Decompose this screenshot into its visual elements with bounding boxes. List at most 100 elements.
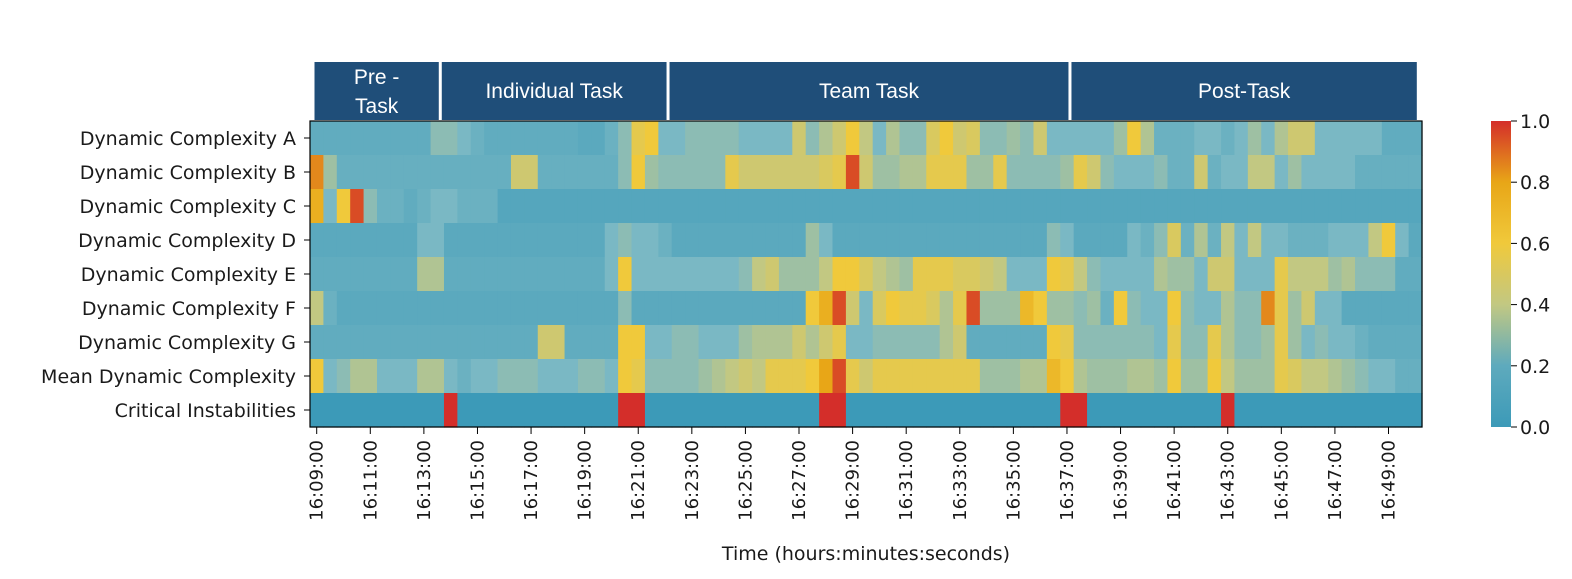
heatmap-cell (524, 121, 539, 156)
heatmap-cell (859, 189, 874, 224)
heatmap-cell (711, 189, 726, 224)
heatmap-cell (886, 325, 901, 360)
heatmap-cell (336, 189, 351, 224)
heatmap-cell (551, 121, 566, 156)
heatmap-cell (1060, 393, 1075, 428)
heatmap-cell (1060, 121, 1075, 156)
heatmap-cell (470, 121, 485, 156)
heatmap-cell (376, 393, 391, 428)
heatmap-cell (953, 359, 968, 394)
x-tick-label: 16:41:00 (1164, 440, 1185, 521)
heatmap-cell (1194, 257, 1209, 292)
heatmap-cell (1194, 223, 1209, 258)
heatmap-cell (430, 189, 445, 224)
heatmap-cell (524, 189, 539, 224)
heatmap-cell (577, 223, 592, 258)
heatmap-cell (832, 325, 847, 360)
heatmap-cell (577, 257, 592, 292)
heatmap-cell (1368, 155, 1383, 190)
heatmap-cell (403, 257, 418, 292)
heatmap-cell (390, 223, 405, 258)
heatmap-cell (765, 223, 780, 258)
heatmap-cell (765, 155, 780, 190)
heatmap-cell (1020, 155, 1035, 190)
heatmap-cell (430, 291, 445, 326)
heatmap-cell (1006, 257, 1021, 292)
heatmap-cell (1020, 325, 1035, 360)
heatmap-cell (604, 189, 619, 224)
heatmap-cell (537, 359, 552, 394)
row-label: Dynamic Complexity C (80, 196, 296, 218)
heatmap-cell (966, 155, 981, 190)
heatmap-cell (1261, 291, 1276, 326)
heatmap-cell (430, 121, 445, 156)
heatmap-cell (363, 291, 378, 326)
heatmap-cell (778, 155, 793, 190)
heatmap-cell (1073, 359, 1088, 394)
heatmap-cell (417, 291, 432, 326)
heatmap-cell (725, 121, 740, 156)
heatmap-cell (698, 325, 713, 360)
heatmap-cell (698, 189, 713, 224)
heatmap-cell (1033, 223, 1048, 258)
heatmap-cell (417, 189, 432, 224)
heatmap-cell (1274, 325, 1289, 360)
heatmap-cell (939, 155, 954, 190)
heatmap-cell (1100, 189, 1115, 224)
x-tick-label: 16:37:00 (1057, 440, 1078, 521)
heatmap-cell (336, 393, 351, 428)
x-tick-label: 16:15:00 (468, 440, 489, 521)
heatmap-cell (1020, 189, 1035, 224)
heatmap-cell (1328, 393, 1343, 428)
heatmap-cell (524, 393, 539, 428)
heatmap-cell (658, 291, 673, 326)
heatmap-cell (591, 223, 606, 258)
heatmap-cell (872, 325, 887, 360)
heatmap-cell (966, 189, 981, 224)
heatmap-cell (1341, 155, 1356, 190)
heatmap-cell (1100, 121, 1115, 156)
heatmap-cell (1408, 189, 1423, 224)
heatmap-cell (1113, 257, 1128, 292)
heatmap-cell (912, 359, 927, 394)
heatmap-cell (966, 223, 981, 258)
heatmap-cell (350, 223, 365, 258)
heatmap-cell (819, 359, 834, 394)
heatmap-cell (711, 257, 726, 292)
heatmap-cell (310, 223, 324, 258)
heatmap-cell (1314, 189, 1329, 224)
heatmap-cell (417, 359, 432, 394)
x-tick-label: 16:17:00 (521, 440, 542, 521)
phase-label: Post-Task (1198, 80, 1291, 103)
heatmap-cell (1288, 155, 1303, 190)
heatmap-cell (484, 223, 499, 258)
heatmap-cell (1207, 359, 1222, 394)
heatmap-cell (618, 121, 633, 156)
row-label: Dynamic Complexity F (82, 298, 296, 320)
heatmap-cell (1140, 121, 1155, 156)
phase-box (1071, 62, 1417, 120)
heatmap-cell (457, 325, 472, 360)
heatmap-cell (363, 257, 378, 292)
heatmap-cell (1127, 189, 1142, 224)
heatmap-cell (336, 121, 351, 156)
heatmap-cell (1140, 223, 1155, 258)
heatmap-cell (1381, 189, 1396, 224)
heatmap-cell (644, 291, 659, 326)
heatmap-cell (765, 393, 780, 428)
heatmap-cell (1288, 393, 1303, 428)
heatmap-cell (1234, 393, 1249, 428)
heatmap-cell (979, 359, 994, 394)
heatmap-cell (1314, 257, 1329, 292)
heatmap-cell (537, 121, 552, 156)
heatmap-cell (1261, 257, 1276, 292)
heatmap-cell (1087, 189, 1102, 224)
x-tick-label: 16:29:00 (843, 440, 864, 521)
heatmap-cell (912, 223, 927, 258)
heatmap-cell (926, 291, 941, 326)
heatmap-cell (845, 223, 860, 258)
heatmap-cell (336, 291, 351, 326)
heatmap-cell (417, 393, 432, 428)
heatmap-cell (323, 393, 338, 428)
heatmap-cell (832, 121, 847, 156)
